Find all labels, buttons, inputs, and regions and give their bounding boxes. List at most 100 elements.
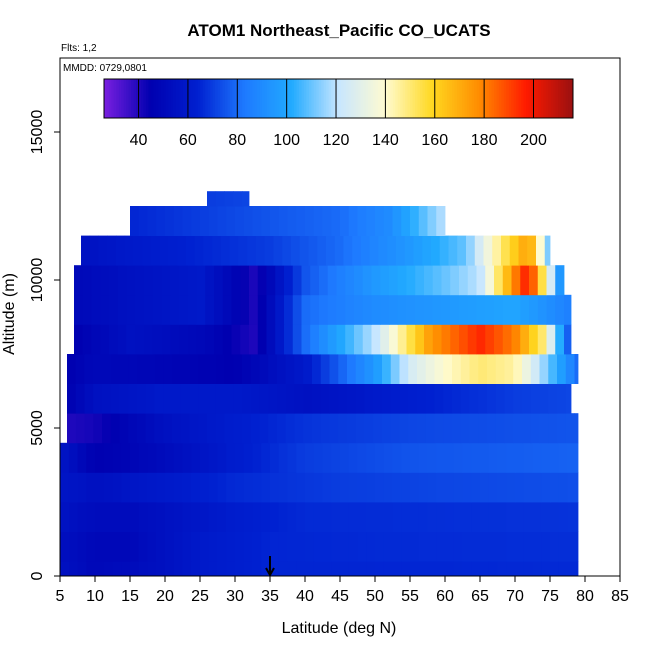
heatmap-cell (291, 235, 301, 266)
y-tick-label: 15000 (29, 110, 46, 155)
y-tick-label: 10000 (29, 258, 46, 303)
colorbar-segment (180, 79, 184, 118)
heatmap-cell (182, 561, 192, 577)
x-tick-label: 50 (366, 588, 384, 605)
colorbar-segment (121, 79, 125, 118)
heatmap-cell (243, 206, 253, 236)
colorbar-segment (501, 79, 505, 118)
heatmap-cell (130, 442, 140, 473)
heatmap-cell (231, 294, 241, 325)
colorbar-segment (531, 79, 535, 118)
heatmap-cell (565, 354, 575, 384)
colorbar-segment (155, 79, 159, 118)
heatmap-cell (196, 294, 206, 325)
colorbar-segment (217, 79, 221, 118)
heatmap-cell (467, 294, 477, 325)
heatmap-cell (296, 442, 306, 473)
heatmap-cell (467, 324, 477, 355)
heatmap-cell (296, 502, 306, 532)
heatmap-cell (375, 472, 385, 503)
heatmap-cell (243, 502, 253, 532)
heatmap-cell (145, 413, 155, 444)
heatmap-cell (401, 442, 411, 473)
heatmap-cell (357, 531, 367, 562)
heatmap-cell (242, 413, 252, 444)
heatmap-cell (75, 354, 85, 384)
colorbar-segment (489, 79, 493, 118)
colorbar-segment (269, 79, 273, 118)
heatmap-cell (215, 383, 225, 414)
heatmap-cell (110, 383, 120, 414)
heatmap-cell (555, 265, 565, 296)
heatmap-cell (229, 235, 239, 266)
heatmap-cell (355, 354, 365, 384)
heatmap-cell (74, 294, 84, 325)
heatmap-cell (532, 442, 542, 473)
colorbar-tick-label: 40 (130, 132, 148, 149)
heatmap-cell (305, 472, 315, 503)
heatmap-cell (476, 294, 486, 325)
x-tick-label: 85 (611, 588, 629, 605)
flights-note: Flts: 1,2 (61, 43, 97, 54)
heatmap-cell (86, 561, 96, 577)
heatmap-cell (550, 531, 560, 562)
heatmap-cell (480, 442, 490, 473)
heatmap-cell (382, 413, 392, 444)
colorbar-segment (276, 79, 280, 118)
colorbar-segment (141, 79, 144, 118)
heatmap-cell (515, 502, 525, 532)
heatmap-cell (520, 324, 530, 355)
colorbar-segment (108, 79, 112, 118)
colorbar-segment (128, 79, 132, 118)
heatmap-cell (511, 294, 521, 325)
heatmap-cell (152, 324, 162, 355)
colorbar-segment (215, 79, 219, 118)
colorbar-segment (252, 79, 256, 118)
heatmap-cell (548, 383, 558, 414)
heatmap-cell (243, 472, 253, 503)
heatmap-cell (418, 472, 428, 503)
heatmap-cell (310, 294, 320, 325)
heatmap-cell (242, 383, 252, 414)
colorbar-segment (257, 79, 261, 118)
heatmap-cell (427, 442, 437, 473)
heatmap-cell (485, 324, 495, 355)
heatmap-cell (198, 413, 208, 444)
heatmap-cell (221, 235, 231, 266)
heatmap-cell (240, 294, 250, 325)
heatmap-cell (492, 235, 502, 266)
heatmap-cell (226, 531, 236, 562)
heatmap-cell (565, 413, 575, 444)
heatmap-cell (417, 354, 427, 384)
heatmap-cell (310, 324, 320, 355)
colorbar-segment (232, 79, 236, 118)
colorbar-segment (518, 79, 522, 118)
heatmap-cell (366, 531, 376, 562)
colorbar-segment (513, 79, 517, 118)
x-tick-label: 15 (121, 588, 139, 605)
heatmap-cell (182, 472, 192, 503)
x-tick-label: 35 (261, 588, 279, 605)
heatmap-cell (331, 561, 341, 577)
heatmap-cell (110, 354, 120, 384)
heatmap-cell (392, 561, 402, 577)
heatmap-cell (427, 561, 437, 577)
colorbar-segment (303, 79, 307, 118)
heatmap-cell (457, 235, 467, 266)
colorbar-segment (286, 79, 290, 118)
heatmap-cell (425, 354, 435, 384)
heatmap-cell (497, 561, 507, 577)
heatmap-cell (329, 354, 339, 384)
heatmap-cell (292, 265, 302, 296)
heatmap-cell (177, 235, 187, 266)
heatmap-cell (165, 531, 175, 562)
heatmap-cell (392, 472, 402, 503)
heatmap-cell (513, 413, 523, 444)
heatmap-cell (277, 413, 287, 444)
heatmap-cell (116, 235, 126, 266)
heatmap-cell (322, 502, 332, 532)
colorbar-segment (242, 79, 246, 118)
heatmap-cell (530, 354, 540, 384)
colorbar-segment (363, 79, 367, 118)
heatmap-cell (497, 472, 507, 503)
